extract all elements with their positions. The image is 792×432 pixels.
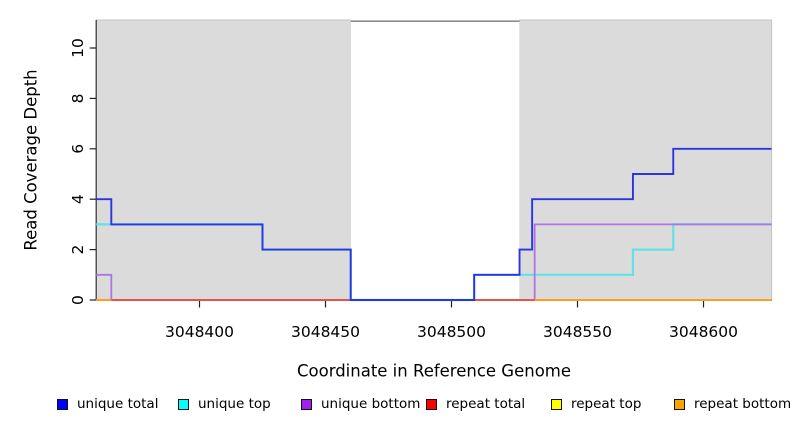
y-tick-label: 2 — [69, 245, 87, 255]
y-axis-title: Read Coverage Depth — [21, 69, 41, 251]
legend-item-label: repeat total — [446, 396, 526, 412]
x-tick-label: 3048400 — [165, 323, 234, 341]
legend-item-label: repeat bottom — [694, 396, 792, 412]
right-gray-region — [519, 19, 773, 301]
legend-swatch — [178, 398, 189, 410]
legend-item-repeat-total: repeat total — [426, 394, 525, 414]
legend-item-unique-bottom: unique bottom — [301, 394, 420, 414]
series-line-unique_total — [96, 147, 772, 301]
legend-swatch — [57, 398, 68, 410]
y-tick-label: 8 — [69, 93, 87, 103]
y-tick-label: 10 — [69, 38, 87, 58]
y-tick-label: 4 — [69, 194, 87, 204]
legend-swatch — [426, 398, 437, 410]
x-tick-label: 3048600 — [669, 323, 738, 341]
legend-swatch — [301, 398, 312, 410]
y-tick-label: 0 — [69, 295, 87, 305]
x-tick-label: 3048500 — [417, 323, 486, 341]
legend-item-label: unique top — [198, 396, 271, 412]
y-tick-label: 6 — [69, 144, 87, 154]
legend-item-label: unique total — [77, 396, 159, 412]
left-gray-region — [95, 19, 352, 301]
legend-item-unique-top: unique top — [178, 394, 271, 414]
x-tick-label: 3048550 — [543, 323, 612, 341]
legend-item-repeat-bottom: repeat bottom — [674, 394, 791, 414]
legend-item-unique-total: unique total — [57, 394, 158, 414]
legend-swatch — [674, 398, 685, 410]
legend-item-label: unique bottom — [321, 396, 421, 412]
legend: unique total unique top unique bottom repea… — [0, 394, 792, 418]
legend-item-label: repeat top — [571, 396, 642, 412]
legend-swatch — [551, 398, 562, 410]
legend-item-repeat-top: repeat top — [551, 394, 641, 414]
middle-white-gap — [350, 20, 520, 301]
x-axis-title: Coordinate in Reference Genome — [296, 361, 572, 381]
x-tick-label: 3048450 — [291, 323, 360, 341]
